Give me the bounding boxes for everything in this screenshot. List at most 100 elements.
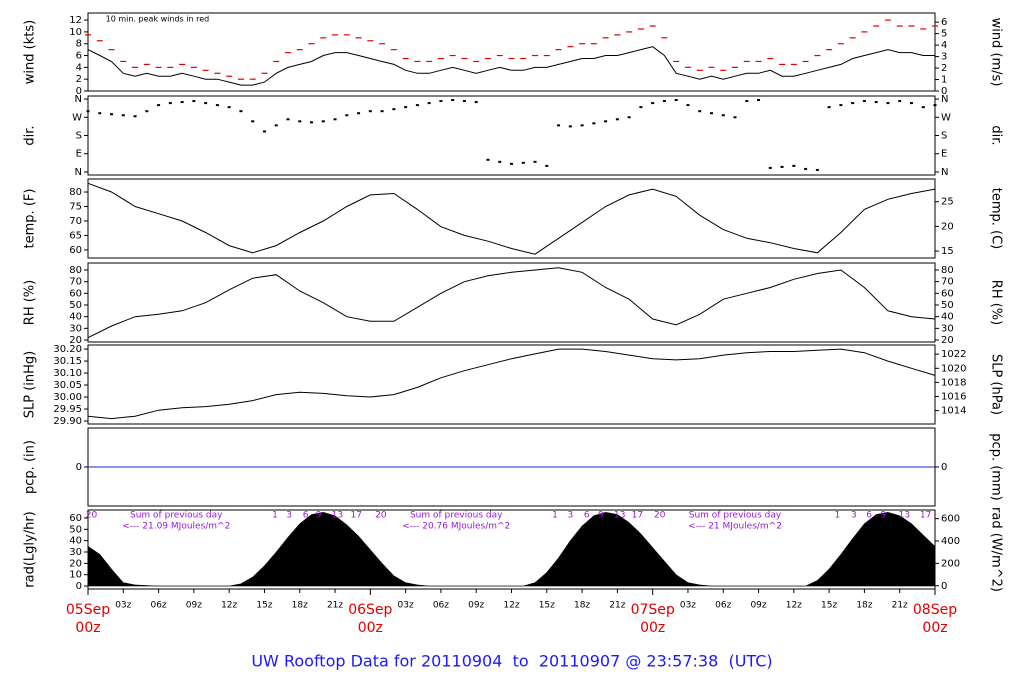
dir-point [298, 120, 302, 123]
y-tick-label: 50 [69, 524, 82, 535]
hour-tick-label: 3 [851, 511, 857, 521]
dir-point [851, 102, 855, 105]
hour-tick-label: 6 [866, 511, 872, 521]
dir-point [745, 100, 749, 103]
y2-tick-label: 25 [941, 197, 954, 208]
day-tick-time: 00z [640, 620, 665, 636]
y-tick-label: 20 [69, 335, 82, 346]
hour-tick-label: 9 [880, 511, 886, 521]
dir-point [357, 112, 361, 115]
day-tick-time: 00z [358, 620, 383, 636]
y-tick-label: 10 [69, 27, 82, 38]
y2-tick-label: 0 [941, 86, 947, 97]
dir-point [662, 100, 666, 103]
y-tick-label: 80 [69, 187, 82, 198]
y-axis-label: RH (%) [23, 280, 38, 325]
dir-point [286, 118, 290, 121]
hour-tick-label: 6 [303, 511, 309, 521]
dir-point [780, 165, 784, 168]
annotation: 10 min. peak winds in red [106, 15, 210, 24]
x-tick-label: 03z [398, 601, 414, 611]
y2-tick-label: 3 [941, 52, 947, 63]
series-line [87, 182, 936, 255]
y-tick-label: 75 [69, 201, 82, 212]
series-line [87, 267, 936, 339]
dir-point [686, 104, 690, 107]
radiation-note: <--- 21.09 MJoules/m^2 [122, 522, 230, 532]
dir-point [827, 106, 831, 109]
dir-point [157, 104, 161, 107]
y2-tick-label: 70 [941, 277, 954, 288]
y2-tick-label: E [941, 149, 947, 160]
y-tick-label: 0 [76, 581, 82, 592]
dir-point [768, 166, 772, 169]
y-tick-label: E [76, 149, 82, 160]
x-tick-label: 12z [786, 601, 802, 611]
y-tick-label: 30 [69, 323, 82, 334]
y-axis-label: dir. [23, 125, 38, 145]
dir-point [933, 104, 937, 107]
y-tick-label: 60 [69, 288, 82, 299]
x-tick-label: 21z [892, 601, 908, 611]
y2-tick-label: 50 [941, 300, 954, 311]
radiation-note: Sum of previous day [410, 511, 503, 521]
dir-point [674, 99, 678, 102]
dir-point [568, 125, 572, 128]
y-tick-label: 10 [69, 570, 82, 581]
day-tick-label: 05Sep [66, 602, 110, 618]
x-tick-label: 03z [680, 601, 696, 611]
x-tick-label: 06z [433, 601, 449, 611]
y-axis-label: SLP (inHg) [23, 351, 38, 419]
dir-point [121, 114, 125, 117]
y2-tick-label: 2 [941, 63, 947, 74]
x-tick-label: 06z [715, 601, 731, 611]
y2-axis-label: temp. (C) [989, 188, 1004, 250]
y2-tick-label: 1018 [941, 377, 966, 388]
dir-point [321, 120, 325, 123]
y2-tick-label: 400 [941, 536, 960, 547]
y-axis-label: temp. (F) [23, 189, 38, 249]
y-tick-label: 30.20 [53, 344, 82, 355]
dir-point [874, 101, 878, 104]
day-tick-label: 06Sep [348, 602, 392, 618]
dir-point [498, 160, 502, 163]
day-tick-label: 08Sep [913, 602, 957, 618]
x-tick-label: 12z [503, 601, 519, 611]
hour-tick-label: 9 [598, 511, 604, 521]
y-axis-label: rad(Lgly/hr) [23, 511, 38, 587]
x-tick-label: 15z [256, 601, 272, 611]
dir-point [533, 160, 537, 163]
radiation-note: <--- 21 MJoules/m^2 [688, 522, 782, 532]
y-tick-label: 30.10 [53, 368, 82, 379]
hour-tick-label: 3 [286, 511, 292, 521]
y-tick-label: 50 [69, 300, 82, 311]
y2-tick-label: 1022 [941, 349, 966, 360]
y-tick-label: 30 [69, 547, 82, 558]
x-tick-label: 12z [221, 601, 237, 611]
dir-point [439, 100, 443, 103]
y2-tick-label: 30 [941, 323, 954, 334]
y2-tick-label: 60 [941, 288, 954, 299]
dir-point [651, 102, 655, 105]
panel-frame [87, 12, 936, 92]
y-tick-label: 20 [69, 558, 82, 569]
y2-tick-label: 6 [941, 17, 947, 28]
y2-tick-label: 0 [941, 462, 947, 473]
dir-point [192, 100, 196, 103]
y2-tick-label: 1020 [941, 363, 966, 374]
dir-point [239, 110, 243, 113]
y2-tick-label: 40 [941, 312, 954, 323]
dir-point [404, 106, 408, 109]
dir-point [98, 112, 102, 115]
dir-point [474, 101, 478, 104]
dir-point [898, 100, 902, 103]
dir-point [886, 102, 890, 105]
dir-point [262, 130, 266, 133]
dir-point [204, 102, 208, 105]
panel-frame [87, 344, 936, 425]
y-tick-label: S [76, 131, 82, 142]
x-tick-label: 09z [468, 601, 484, 611]
y2-tick-label: 1016 [941, 391, 966, 402]
series-line [87, 46, 935, 86]
dir-point [733, 116, 737, 119]
